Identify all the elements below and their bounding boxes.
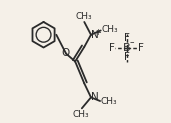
Text: +: + xyxy=(94,28,101,37)
Text: N: N xyxy=(91,92,99,102)
Text: CH₃: CH₃ xyxy=(73,110,90,119)
Text: F: F xyxy=(124,52,130,62)
Text: N: N xyxy=(91,30,99,40)
Text: O: O xyxy=(61,48,69,58)
Text: CH₃: CH₃ xyxy=(75,12,92,21)
Text: B: B xyxy=(123,43,131,53)
Text: F: F xyxy=(124,33,130,43)
Text: CH₃: CH₃ xyxy=(101,25,118,34)
Text: CH₃: CH₃ xyxy=(101,97,117,106)
Text: F: F xyxy=(109,43,115,53)
Text: –: – xyxy=(129,38,134,47)
Text: F: F xyxy=(138,43,144,53)
